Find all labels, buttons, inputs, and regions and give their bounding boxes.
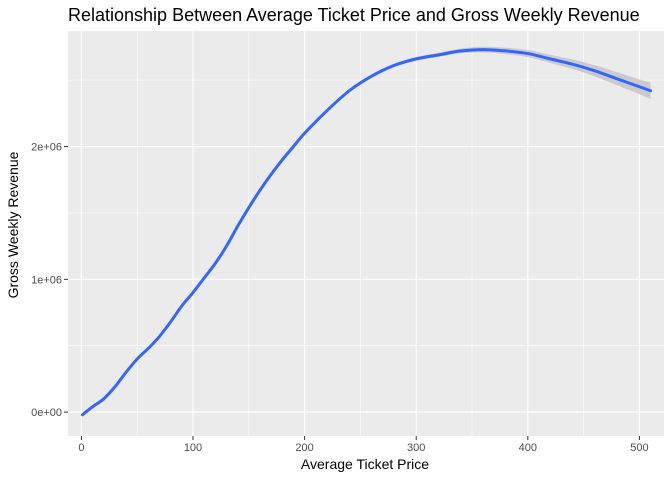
x-tick-label: 300 xyxy=(407,442,425,454)
x-tick-label: 100 xyxy=(184,442,202,454)
x-axis: 0 100 200 300 400 500 xyxy=(78,436,649,454)
y-axis-title: Gross Weekly Revenue xyxy=(5,151,21,298)
major-gridlines xyxy=(68,31,664,436)
chart-title: Relationship Between Average Ticket Pric… xyxy=(68,5,640,25)
y-tick-label: 0e+00 xyxy=(31,407,62,419)
x-tick-label: 0 xyxy=(78,442,84,454)
minor-gridlines xyxy=(68,31,664,436)
series-layer xyxy=(81,46,653,418)
y-axis: 0e+00 1e+06 2e+06 xyxy=(31,142,68,419)
smooth-trend-line xyxy=(81,48,653,417)
x-axis-title: Average Ticket Price xyxy=(301,456,429,472)
x-tick-label: 400 xyxy=(519,442,537,454)
x-tick-label: 500 xyxy=(630,442,648,454)
y-tick-label: 1e+06 xyxy=(31,274,62,286)
plot-panel xyxy=(68,31,664,436)
y-tick-label: 2e+06 xyxy=(31,142,62,154)
x-tick-label: 200 xyxy=(295,442,313,454)
